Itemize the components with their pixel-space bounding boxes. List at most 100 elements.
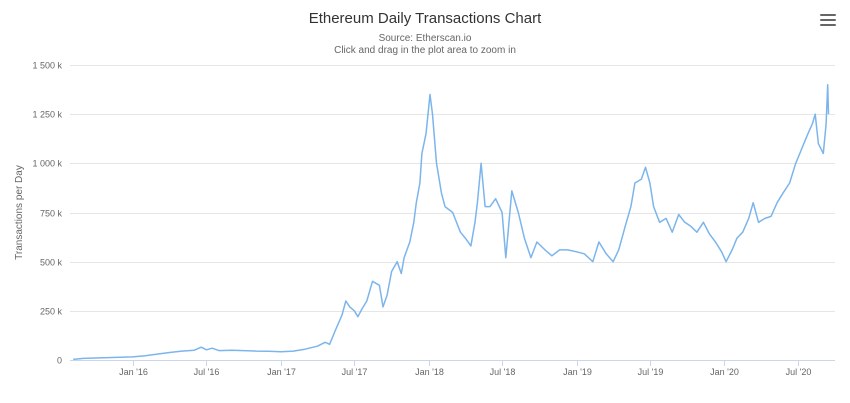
data-point[interactable] (408, 241, 411, 244)
data-point[interactable] (794, 162, 797, 165)
data-point[interactable] (770, 215, 773, 218)
data-point[interactable] (575, 250, 578, 253)
data-point[interactable] (400, 272, 403, 275)
data-point[interactable] (418, 182, 421, 185)
data-point[interactable] (107, 356, 110, 359)
data-point[interactable] (168, 351, 171, 354)
data-point[interactable] (72, 358, 75, 361)
data-point[interactable] (591, 260, 594, 263)
data-point[interactable] (156, 353, 159, 356)
data-point[interactable] (702, 221, 705, 224)
data-point[interactable] (677, 213, 680, 216)
data-point[interactable] (752, 201, 755, 204)
data-point[interactable] (652, 205, 655, 208)
data-point[interactable] (464, 237, 467, 240)
data-point[interactable] (484, 205, 487, 208)
data-point[interactable] (328, 343, 331, 346)
data-point[interactable] (211, 347, 214, 350)
data-point[interactable] (776, 201, 779, 204)
data-point[interactable] (826, 83, 829, 86)
data-point[interactable] (382, 305, 385, 308)
data-point[interactable] (489, 205, 492, 208)
data-point[interactable] (504, 256, 507, 259)
data-point[interactable] (736, 237, 739, 240)
data-point[interactable] (361, 307, 364, 310)
data-point[interactable] (501, 211, 504, 214)
data-point[interactable] (624, 225, 627, 228)
data-point[interactable] (303, 348, 306, 351)
data-point[interactable] (205, 348, 208, 351)
data-point[interactable] (378, 284, 381, 287)
data-point[interactable] (180, 350, 183, 353)
data-point[interactable] (94, 357, 97, 360)
data-point[interactable] (324, 341, 327, 344)
data-point[interactable] (444, 205, 447, 208)
data-point[interactable] (144, 354, 147, 357)
data-point[interactable] (558, 248, 561, 251)
data-point[interactable] (517, 211, 520, 214)
data-point[interactable] (714, 241, 717, 244)
data-point[interactable] (420, 152, 423, 155)
data-point[interactable] (827, 113, 830, 116)
data-point[interactable] (644, 166, 647, 169)
data-point[interactable] (550, 254, 553, 257)
data-point[interactable] (348, 305, 351, 308)
data-point[interactable] (510, 189, 513, 192)
data-point[interactable] (658, 221, 661, 224)
data-point[interactable] (566, 248, 569, 251)
data-point[interactable] (741, 231, 744, 234)
data-point[interactable] (476, 201, 479, 204)
data-point[interactable] (665, 217, 668, 220)
data-point[interactable] (811, 123, 814, 126)
data-point[interactable] (451, 211, 454, 214)
data-point[interactable] (193, 349, 196, 352)
hamburger-menu-icon[interactable] (820, 14, 836, 26)
data-point[interactable] (708, 233, 711, 236)
data-point[interactable] (435, 162, 438, 165)
data-point[interactable] (396, 260, 399, 263)
data-point[interactable] (817, 142, 820, 145)
data-point[interactable] (131, 355, 134, 358)
data-point[interactable] (689, 225, 692, 228)
data-point[interactable] (365, 300, 368, 303)
data-point[interactable] (230, 349, 233, 352)
data-point[interactable] (798, 152, 801, 155)
data-point[interactable] (200, 346, 203, 349)
data-point[interactable] (344, 300, 347, 303)
data-point[interactable] (412, 221, 415, 224)
data-point[interactable] (280, 350, 283, 353)
data-point[interactable] (788, 182, 791, 185)
data-point[interactable] (671, 231, 674, 234)
data-point[interactable] (459, 231, 462, 234)
data-point[interactable] (403, 256, 406, 259)
data-point[interactable] (825, 123, 828, 126)
data-point[interactable] (529, 256, 532, 259)
data-point[interactable] (583, 252, 586, 255)
data-point[interactable] (725, 260, 728, 263)
data-point[interactable] (218, 349, 221, 352)
data-point[interactable] (822, 152, 825, 155)
data-point[interactable] (648, 182, 651, 185)
data-point[interactable] (802, 142, 805, 145)
data-point[interactable] (386, 294, 389, 297)
data-point[interactable] (695, 231, 698, 234)
data-point[interactable] (356, 315, 359, 318)
data-point[interactable] (535, 241, 538, 244)
data-point[interactable] (747, 217, 750, 220)
data-point[interactable] (353, 309, 356, 312)
data-point[interactable] (806, 132, 809, 135)
data-point[interactable] (617, 248, 620, 251)
data-point[interactable] (763, 217, 766, 220)
data-point[interactable] (82, 357, 85, 360)
data-point[interactable] (474, 221, 477, 224)
data-point[interactable] (605, 252, 608, 255)
data-point[interactable] (431, 113, 434, 116)
data-point[interactable] (814, 113, 817, 116)
data-point[interactable] (544, 248, 547, 251)
data-point[interactable] (523, 237, 526, 240)
data-point[interactable] (429, 93, 432, 96)
data-point[interactable] (494, 197, 497, 200)
data-point[interactable] (292, 350, 295, 353)
